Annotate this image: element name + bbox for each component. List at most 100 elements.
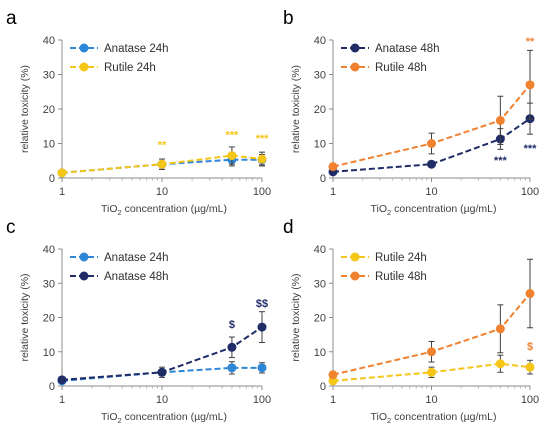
legend-marker xyxy=(350,43,360,53)
y-tick-label: 40 xyxy=(314,35,326,47)
panel-label: d xyxy=(283,217,294,238)
data-point xyxy=(495,324,505,334)
y-tick-label: 10 xyxy=(314,139,326,151)
y-tick-label: 40 xyxy=(43,244,55,256)
y-axis-label: relative toxicity (%) xyxy=(19,65,31,153)
series-rutile-24h: Rutile 24h xyxy=(57,62,267,178)
series-anatase-48h: Anatase 48h xyxy=(328,43,535,177)
legend-label: Anatase 48h xyxy=(104,271,169,283)
data-point xyxy=(227,363,237,373)
x-tick-label: 1 xyxy=(59,394,65,406)
panel-d: d 0 10 20 30 40 1 10 100 TiO2 concentration (µg/m… xyxy=(283,217,539,425)
legend-marker xyxy=(350,252,360,262)
x-tick-label: 1 xyxy=(59,186,65,198)
panel-label: c xyxy=(6,217,16,238)
y-tick-label: 0 xyxy=(49,381,55,393)
y-tick-label: 10 xyxy=(43,347,55,359)
x-tick-label: 10 xyxy=(425,186,437,198)
data-point xyxy=(427,159,436,169)
series-rutile-24h: Rutile 24h xyxy=(328,252,535,386)
legend-label: Rutile 24h xyxy=(104,62,156,74)
significance-marker: *** xyxy=(256,133,270,145)
x-tick-label: 10 xyxy=(156,186,168,198)
data-point xyxy=(495,115,505,125)
data-point xyxy=(427,139,436,148)
y-tick-label: 0 xyxy=(49,173,55,185)
y-axis-label: relative toxicity (%) xyxy=(290,273,302,361)
data-point xyxy=(525,80,535,90)
y-tick-label: 10 xyxy=(314,347,326,359)
legend-marker xyxy=(79,271,89,281)
data-point xyxy=(257,154,267,164)
legend-marker xyxy=(79,252,89,262)
data-point xyxy=(227,342,237,352)
series-line xyxy=(61,326,263,381)
data-point xyxy=(427,347,436,357)
significance-marker: $ xyxy=(527,341,533,353)
panel-a: a 0 10 20 30 40 1 10 100 TiO2 concentration (µg/m… xyxy=(6,8,271,217)
legend-marker xyxy=(350,271,360,281)
series-line xyxy=(332,362,531,382)
x-tick-label: 100 xyxy=(521,394,539,406)
y-tick-label: 30 xyxy=(314,70,326,82)
data-point xyxy=(227,151,237,161)
y-axis-label: relative toxicity (%) xyxy=(19,273,31,361)
legend-label: Anatase 24h xyxy=(104,252,169,264)
x-tick-label: 10 xyxy=(156,394,168,406)
data-point xyxy=(328,370,338,380)
y-tick-label: 30 xyxy=(314,278,326,290)
x-axis-label: TiO2 concentration (µg/mL) xyxy=(371,203,497,217)
significance-marker: *** xyxy=(524,143,538,155)
significance-marker: ** xyxy=(526,36,535,48)
y-tick-label: 0 xyxy=(320,173,326,185)
data-point xyxy=(328,162,338,172)
y-tick-label: 40 xyxy=(314,244,326,256)
legend-label: Rutile 24h xyxy=(375,252,427,264)
series-rutile-48h: Rutile 48h xyxy=(328,258,535,380)
panel-b: b 0 10 20 30 40 1 10 100 TiO2 concentration (µg/m… xyxy=(283,8,539,217)
x-tick-label: 100 xyxy=(521,186,539,198)
data-point xyxy=(257,322,267,332)
significance-marker: ** xyxy=(158,140,167,152)
significance-marker: $ xyxy=(229,319,235,331)
legend-label: Rutile 48h xyxy=(375,271,427,283)
significance-marker: *** xyxy=(494,155,508,167)
legend-marker xyxy=(79,43,89,53)
data-point xyxy=(57,168,67,178)
panel-label: b xyxy=(283,8,294,29)
x-axis-label: TiO2 concentration (µg/mL) xyxy=(371,411,497,425)
series-line xyxy=(61,154,263,174)
data-point xyxy=(57,375,67,385)
significance-marker: $$ xyxy=(256,298,268,310)
y-tick-label: 20 xyxy=(43,104,55,116)
y-tick-label: 30 xyxy=(43,70,55,82)
x-tick-label: 1 xyxy=(330,394,336,406)
data-point xyxy=(525,289,535,299)
y-tick-label: 40 xyxy=(43,35,55,47)
series-anatase-48h: Anatase 48h xyxy=(57,271,267,385)
series-rutile-48h: Rutile 48h xyxy=(328,49,535,172)
x-axis-label: TiO2 concentration (µg/mL) xyxy=(101,203,227,217)
data-point xyxy=(257,363,267,373)
data-point xyxy=(525,362,535,372)
data-point xyxy=(157,367,167,377)
y-tick-label: 30 xyxy=(43,278,55,290)
legend-marker xyxy=(350,62,360,72)
x-tick-label: 100 xyxy=(253,394,271,406)
x-tick-label: 100 xyxy=(253,186,271,198)
x-axis-label: TiO2 concentration (µg/mL) xyxy=(101,411,227,425)
y-axis-label: relative toxicity (%) xyxy=(290,65,302,153)
series-line xyxy=(332,292,531,376)
y-tick-label: 20 xyxy=(314,313,326,325)
legend-label: Anatase 24h xyxy=(104,43,169,55)
panel-c: c 0 10 20 30 40 1 10 100 TiO2 concentration (µg/m… xyxy=(6,217,271,425)
y-tick-label: 10 xyxy=(43,139,55,151)
y-tick-label: 0 xyxy=(320,381,326,393)
data-point xyxy=(495,359,505,369)
data-point xyxy=(157,159,167,169)
y-tick-label: 20 xyxy=(43,313,55,325)
significance-marker: *** xyxy=(225,129,239,141)
legend-marker xyxy=(79,62,89,72)
series-line xyxy=(332,117,531,173)
